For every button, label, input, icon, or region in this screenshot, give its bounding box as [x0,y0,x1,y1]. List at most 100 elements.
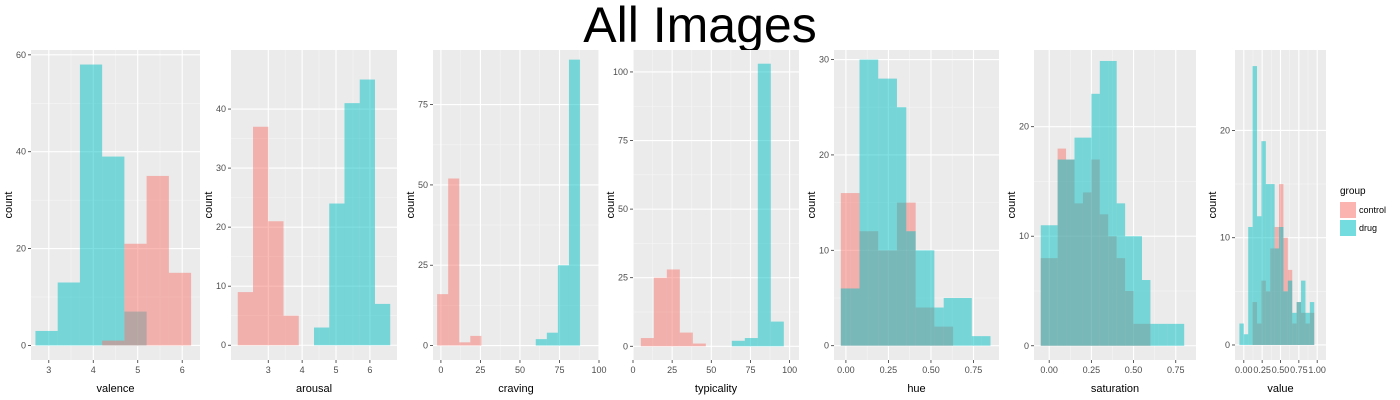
bar-drug [757,63,771,347]
bar-drug [1175,323,1185,346]
x-tick-label: 100 [591,365,606,375]
x-tick-label: 75 [745,365,755,375]
bar-drug [79,64,103,346]
bar-drug [374,303,391,346]
x-tick-label: 75 [554,365,564,375]
y-axis-label: count [806,192,818,219]
legend-key-control [1340,202,1356,218]
bar-drug [896,107,907,346]
bar-drug [906,231,916,346]
bar-control [679,332,693,347]
bar-drug [1125,236,1134,346]
bar-drug [1274,248,1280,345]
bar-drug [57,282,80,346]
x-axis-label: craving [498,383,533,395]
bar-drug [535,339,547,346]
y-tick-label: 0 [1225,340,1230,350]
y-tick-label: 0 [21,340,26,350]
bar-drug [1270,184,1275,345]
bar-drug [1167,323,1176,346]
bar-drug [1091,93,1100,346]
bar-drug [1150,323,1159,346]
bar-drug [1133,236,1142,346]
bar-drug [1296,302,1302,345]
bar-drug [925,250,935,346]
bar-drug [568,59,581,346]
bar-control [437,294,449,346]
panel-craving: 0 25 50 75 100 0 25 50 75 craving count [405,50,607,395]
bar-drug [953,298,963,346]
bar-drug [1066,159,1075,346]
bar-drug [887,78,897,346]
bar-drug [329,203,345,346]
bar-drug [878,78,888,346]
bar-drug [344,103,360,346]
x-tick-label: 3 [46,365,51,375]
y-tick-label: 75 [418,100,428,110]
legend-key-drug [1340,220,1356,236]
y-tick-label: 0 [1024,341,1029,351]
bar-drug [981,336,991,346]
bar-drug [971,336,982,346]
x-axis-label: hue [907,383,925,395]
bar-control [146,175,169,346]
bar-drug [859,59,869,346]
legend-title: group [1340,186,1366,197]
x-tick-label: 25 [475,365,485,375]
bar-drug [1108,60,1117,346]
legend-label-drug: drug [1359,223,1378,233]
bar-drug [314,327,330,346]
bar-control [692,343,706,347]
bar-drug [850,288,860,346]
x-tick-label: 6 [180,365,185,375]
bar-drug [1116,203,1126,346]
x-axis-label: valence [97,383,135,395]
x-tick-label: 0 [438,365,443,375]
y-tick-label: 0 [824,341,829,351]
bar-drug [744,338,758,347]
bar-drug [1243,334,1249,345]
bar-drug [731,340,745,347]
bar-control [459,342,471,346]
bar-drug [943,298,954,346]
x-tick-label: 5 [135,365,140,375]
bar-drug [1239,323,1244,345]
y-tick-label: 50 [418,180,428,190]
panel-value: 0.00 0.25 0.50 0.75 1.00 0 10 20 value count [1207,50,1326,395]
x-tick-label: 0.25 [1253,365,1271,375]
panel-typicality: 0 25 50 75 100 0 25 50 75 100 typicality count [605,50,799,395]
bar-drug [35,330,58,346]
y-tick-label: 60 [16,50,26,60]
x-tick-label: 0.75 [1290,365,1308,375]
y-tick-label: 20 [1220,125,1230,135]
panel-arousal: 3 4 5 6 0 10 20 30 40 arousal count [203,50,397,395]
bar-drug [1082,137,1092,346]
bar-control [666,269,680,347]
x-tick-label: 50 [515,365,525,375]
x-tick-label: 3 [266,365,271,375]
bar-control [237,292,254,346]
legend-label-control: control [1359,205,1387,215]
y-tick-label: 10 [216,281,226,291]
bar-drug [1309,302,1315,345]
bar-drug [1099,60,1109,346]
y-tick-label: 20 [216,222,226,232]
y-tick-label: 20 [819,150,829,160]
y-tick-label: 30 [216,163,226,173]
bar-control [102,340,125,346]
bar-drug [1279,226,1284,345]
bar-control [850,193,860,346]
bar-control [124,243,147,346]
bar-control [253,126,269,346]
bar-drug [1252,66,1258,345]
y-tick-label: 20 [1019,122,1029,132]
bar-drug [840,288,851,346]
bar-drug [962,298,972,346]
y-axis-label: count [405,192,417,219]
bar-drug [868,59,879,346]
x-tick-label: 0.75 [1167,365,1185,375]
x-tick-label: 0.25 [880,365,898,375]
x-tick-label: 4 [91,365,96,375]
